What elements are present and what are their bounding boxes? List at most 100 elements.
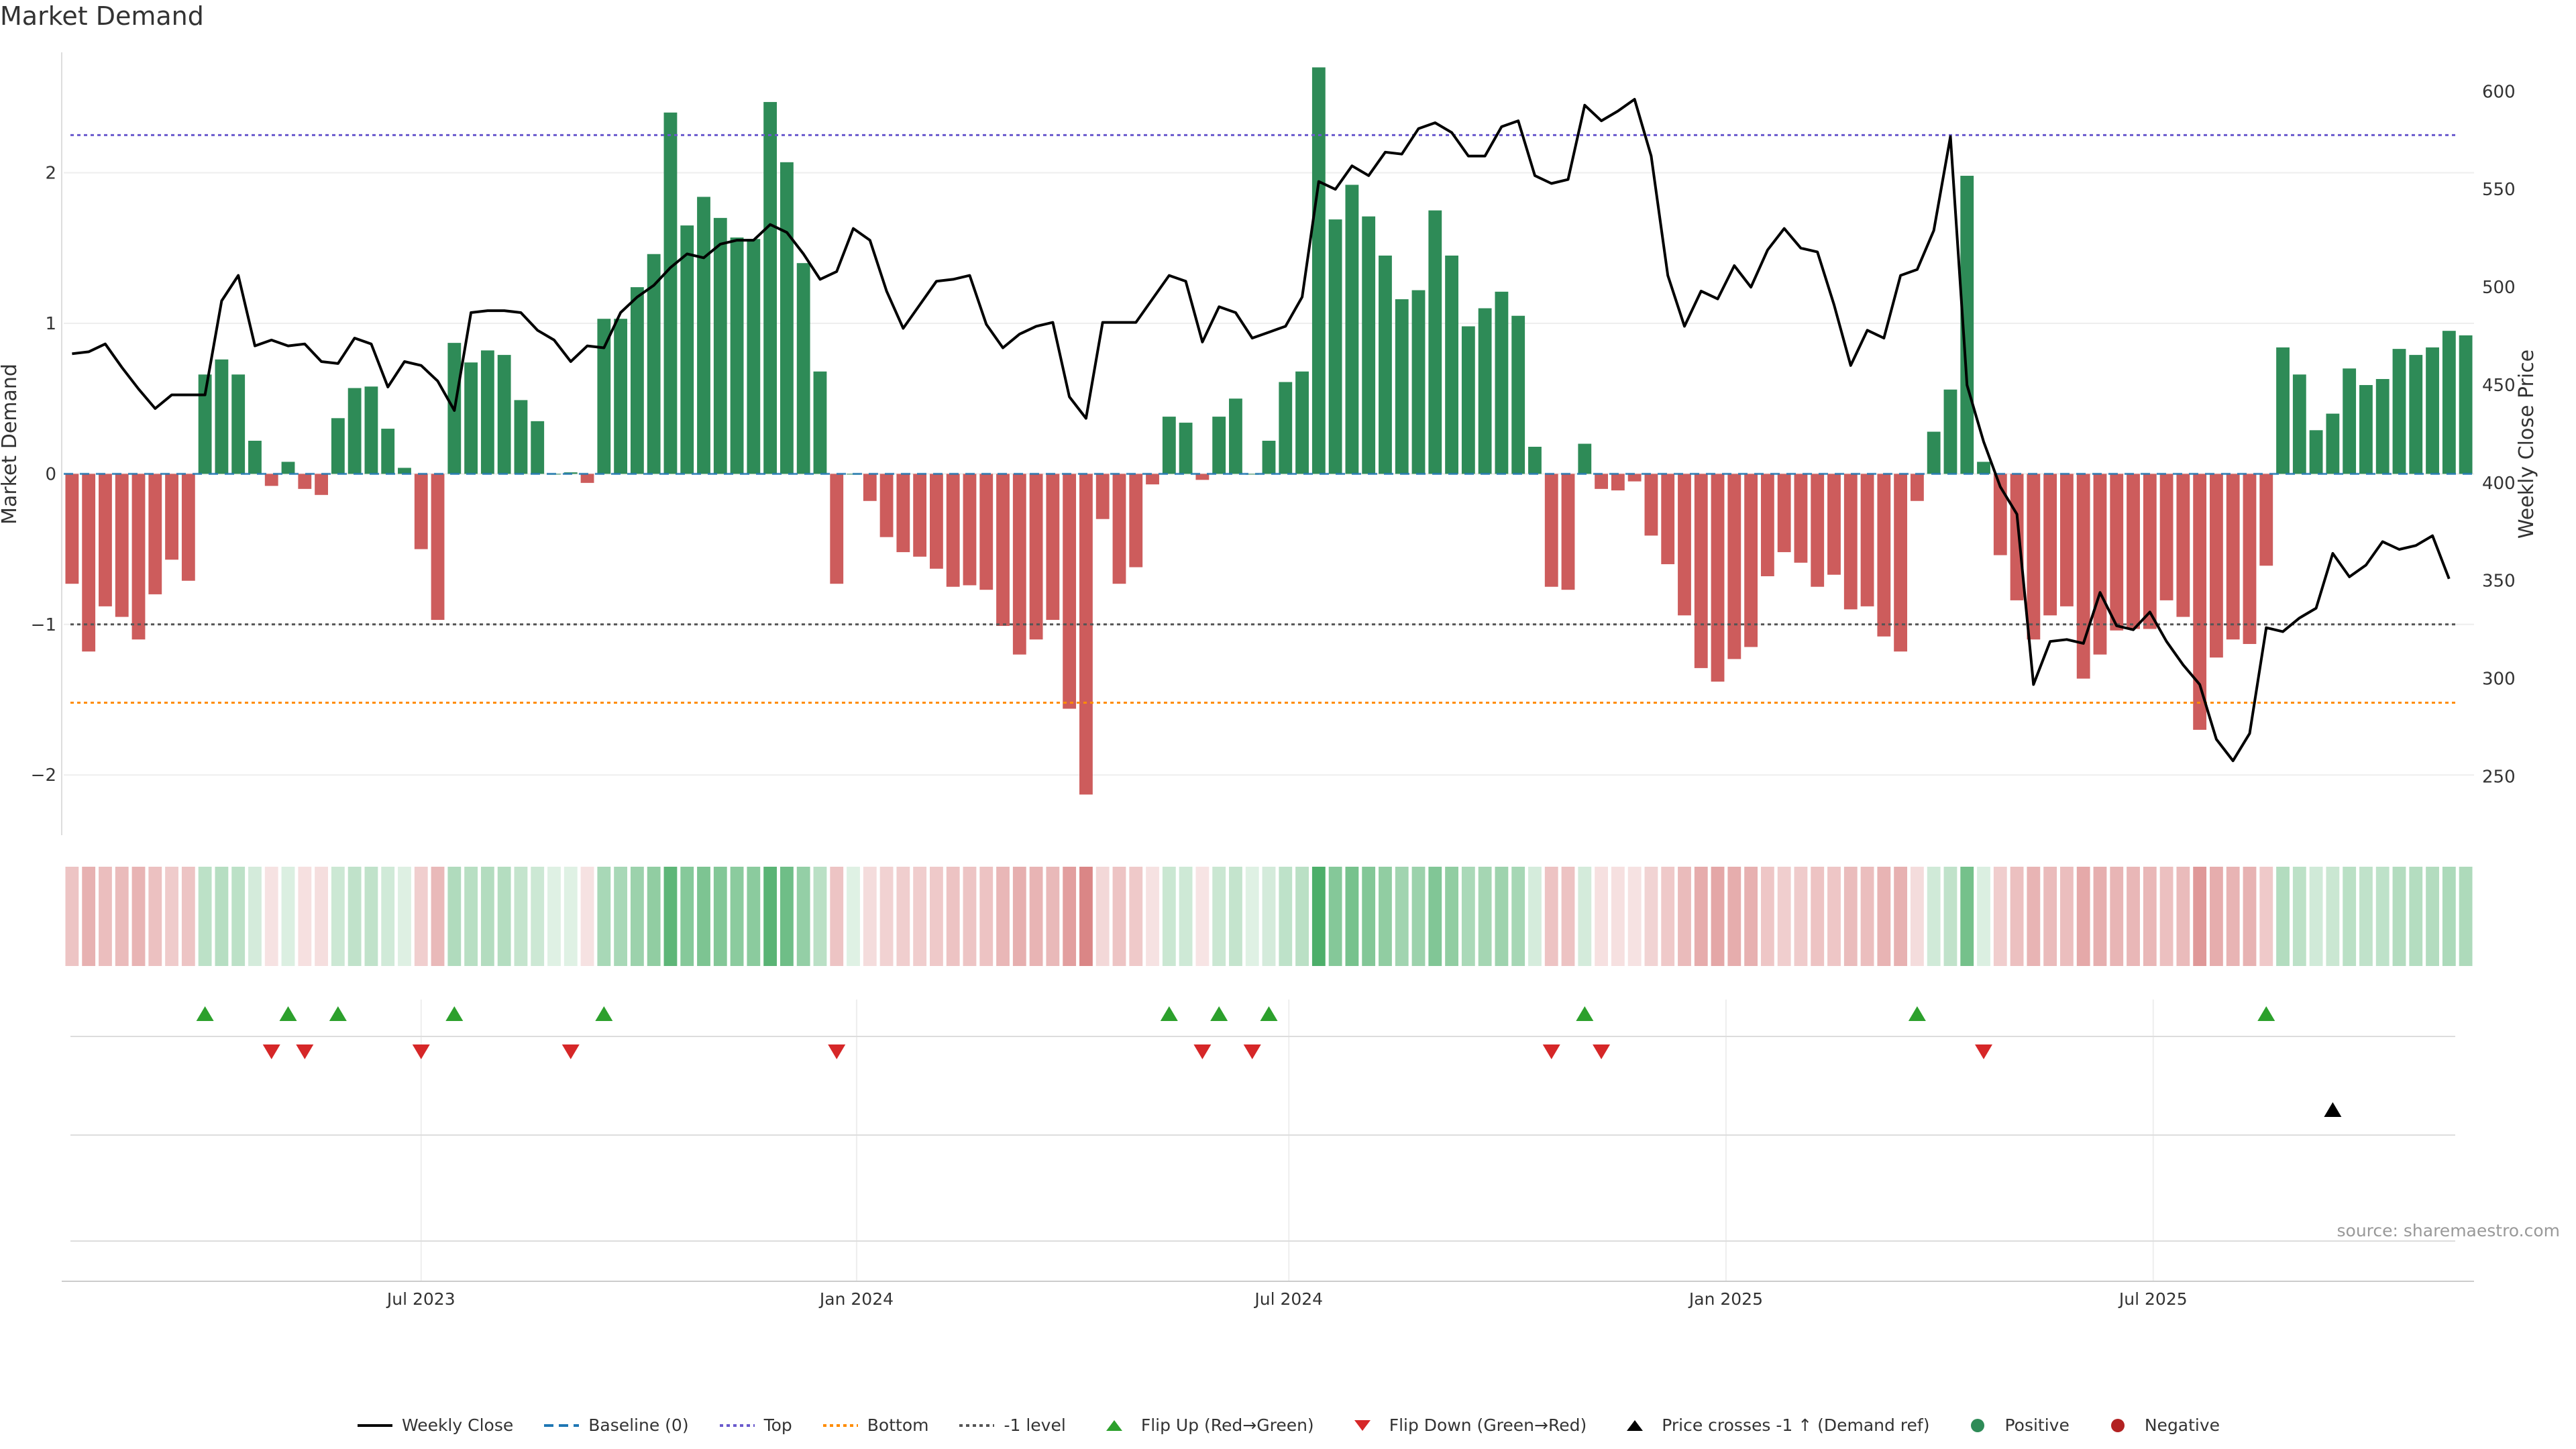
heat-cell — [1428, 867, 1442, 966]
heat-cell — [298, 867, 312, 966]
heat-strip — [65, 867, 2473, 966]
demand-bar — [514, 400, 528, 474]
heat-cell — [99, 867, 112, 966]
legend-label: Top — [763, 1415, 792, 1435]
flip-down-marker — [828, 1044, 846, 1060]
legend-triangle-up — [1627, 1419, 1644, 1431]
legend-swatch — [2110, 1418, 2125, 1432]
heat-cell — [1195, 867, 1210, 966]
heat-cell — [315, 867, 328, 966]
flip-down-marker — [1542, 1044, 1560, 1060]
heat-cell — [2409, 867, 2423, 966]
heat-cell — [82, 867, 96, 966]
y-axis-title: Market Demand — [0, 364, 21, 525]
y2-tick-label: 300 — [2482, 669, 2516, 690]
legend-swatch — [357, 1424, 392, 1427]
demand-bar — [231, 374, 246, 474]
legend-swatch — [544, 1424, 580, 1427]
demand-bar — [2127, 474, 2140, 629]
demand-bar — [1578, 443, 1592, 474]
demand-bar — [414, 474, 428, 549]
demand-bar — [2043, 474, 2057, 616]
heat-cell — [1012, 867, 1026, 966]
demand-bar — [580, 474, 594, 483]
heat-cell — [1046, 867, 1060, 966]
heat-cell — [1794, 867, 1808, 966]
demand-bar — [1595, 474, 1608, 489]
demand-bar — [2259, 474, 2273, 566]
y2-tick-label: 450 — [2482, 376, 2516, 396]
legend-dot — [2110, 1418, 2125, 1432]
legend-label: Flip Down (Green→Red) — [1389, 1415, 1587, 1435]
legend-label: -1 level — [1004, 1415, 1066, 1435]
heat-cell — [663, 867, 678, 966]
heat-cell — [1943, 867, 1957, 966]
demand-bar — [1511, 315, 1525, 474]
demand-bar — [996, 474, 1010, 627]
y2-tick-label: 350 — [2482, 572, 2516, 592]
flip-up-marker — [1260, 1006, 1278, 1022]
heat-cell — [879, 867, 894, 966]
demand-bar — [2027, 474, 2041, 640]
heat-cell — [1727, 867, 1741, 966]
heat-cell — [963, 867, 977, 966]
demand-bar — [1894, 474, 1908, 652]
heat-cell — [115, 867, 129, 966]
heat-cell — [1561, 867, 1575, 966]
heat-cell — [730, 867, 744, 966]
demand-bar — [663, 112, 678, 474]
flip-up-marker — [595, 1006, 613, 1022]
heat-cell — [1544, 867, 1558, 966]
legend-swatch — [1971, 1418, 1985, 1432]
heat-cell — [364, 867, 378, 966]
demand-bar — [730, 237, 744, 474]
heat-cell — [1744, 867, 1758, 966]
heat-cell — [946, 867, 960, 966]
y-tick-label: 1 — [45, 314, 56, 334]
demand-bar — [1162, 417, 1176, 474]
heat-cell — [1411, 867, 1426, 966]
heat-cell — [1977, 867, 1990, 966]
y2-tick-label: 250 — [2482, 767, 2516, 787]
demand-bar — [1295, 371, 1309, 474]
demand-bar — [946, 474, 960, 587]
flip-up-marker — [329, 1006, 347, 1022]
heat-cell — [531, 867, 545, 966]
heat-cell — [1179, 867, 1193, 966]
demand-bar — [2309, 430, 2323, 474]
heat-cell — [2159, 867, 2174, 966]
demand-bar — [1229, 398, 1242, 474]
demand-bar — [2176, 474, 2190, 617]
heat-cell — [1478, 867, 1492, 966]
demand-bar — [1112, 474, 1126, 584]
heat-cell — [431, 867, 445, 966]
heat-cell — [1694, 867, 1708, 966]
heat-cell — [547, 867, 561, 966]
heat-cell — [1311, 867, 1326, 966]
demand-bar — [2375, 378, 2390, 474]
demand-bar — [1445, 255, 1458, 474]
y2-axis-title: Weekly Close Price — [2515, 350, 2538, 539]
heat-cell — [2226, 867, 2240, 966]
demand-bar — [2426, 347, 2439, 474]
y-tick-label: −2 — [31, 765, 56, 786]
demand-bar — [1311, 67, 1326, 474]
demand-bar — [2409, 355, 2423, 474]
heat-cell — [680, 867, 694, 966]
demand-bar — [747, 239, 761, 474]
demand-bar — [1644, 474, 1658, 536]
heat-cell — [347, 867, 362, 966]
x-tick-label: Jul 2024 — [1253, 1289, 1323, 1309]
legend-item: Baseline (0) — [543, 1415, 689, 1435]
y2-tick-label: 550 — [2482, 180, 2516, 200]
heat-cell — [2076, 867, 2090, 966]
heat-cell — [2176, 867, 2190, 966]
legend-label: Positive — [2004, 1415, 2070, 1435]
heat-cell — [2426, 867, 2439, 966]
legend-item: Weekly Close — [356, 1415, 513, 1435]
heat-cell — [930, 867, 943, 966]
y2-tick-label: 500 — [2482, 278, 2516, 298]
demand-bar — [281, 462, 295, 474]
demand-bar — [1262, 441, 1276, 474]
heat-cell — [1461, 867, 1475, 966]
